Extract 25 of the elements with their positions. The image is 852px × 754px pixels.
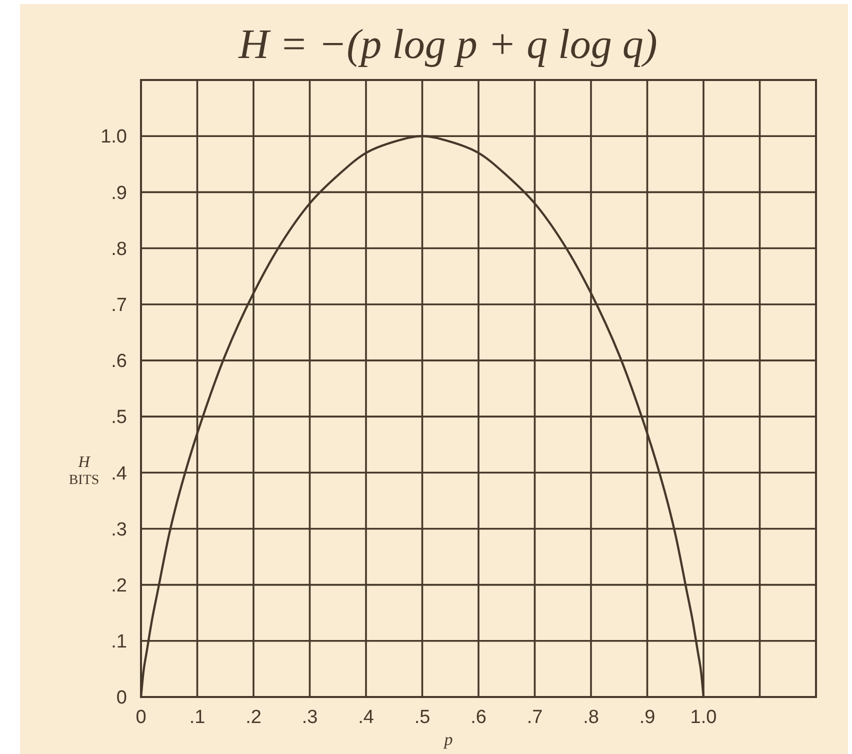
y-tick-label: .2 <box>111 575 127 596</box>
y-tick-label: .6 <box>111 351 127 372</box>
x-tick-label: .5 <box>414 707 430 728</box>
y-tick-label: 0 <box>116 688 127 709</box>
y-tick-label: .9 <box>111 182 127 204</box>
x-tick-label: 1.0 <box>690 707 717 728</box>
x-tick-label: .3 <box>302 707 318 728</box>
chart-title: H = −(p log p + q log q) <box>238 22 658 68</box>
y-axis-title: H BITS <box>68 454 100 488</box>
x-tick-label: .7 <box>526 707 543 728</box>
x-tick-label: .4 <box>358 707 374 728</box>
y-tick-label: 1.0 <box>100 126 127 148</box>
x-tick-label: .2 <box>246 707 262 728</box>
x-tick-label: 0 <box>136 707 146 728</box>
y-tick-label: .4 <box>111 463 128 484</box>
x-tick-label: .1 <box>189 707 206 728</box>
y-tick-label: .1 <box>111 632 127 653</box>
y-tick-label: .3 <box>111 519 127 540</box>
y-tick-label: .8 <box>111 238 127 260</box>
x-tick-label: .9 <box>639 707 656 728</box>
y-tick-label: .5 <box>111 407 127 428</box>
x-axis-title: p <box>443 730 453 749</box>
x-tick-label: .6 <box>470 707 486 728</box>
x-tick-label: .8 <box>583 707 599 728</box>
y-tick-label: .7 <box>111 295 127 316</box>
